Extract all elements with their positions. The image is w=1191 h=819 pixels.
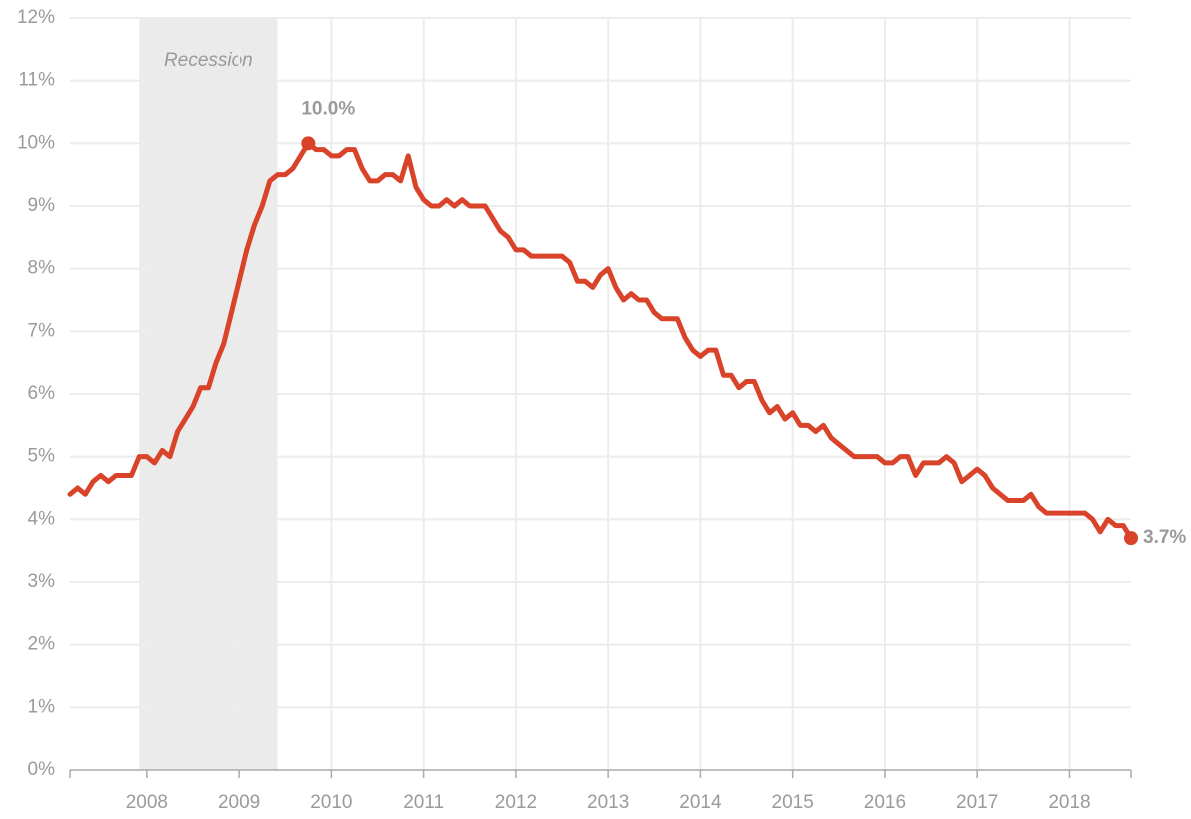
- y-tick-label: 7%: [28, 320, 56, 341]
- y-tick-label: 9%: [28, 195, 56, 216]
- y-tick-label: 0%: [28, 759, 56, 780]
- y-tick-label: 1%: [28, 696, 56, 717]
- y-tick-label: 3%: [28, 571, 56, 592]
- x-tick-label: 2008: [126, 792, 168, 813]
- x-tick-label: 2013: [587, 792, 629, 813]
- y-tick-label: 10%: [17, 132, 55, 153]
- y-tick-label: 11%: [18, 70, 55, 91]
- x-tick-label: 2012: [495, 792, 537, 813]
- point-marker: [1124, 531, 1138, 546]
- x-tick-label: 2011: [403, 792, 444, 813]
- y-tick-label: 6%: [28, 383, 56, 404]
- point-marker: [301, 136, 316, 151]
- recession-label: Recession: [164, 50, 253, 71]
- x-tick-label: 2010: [310, 792, 352, 813]
- x-tick-label: 2018: [1048, 792, 1090, 813]
- x-tick-label: 2017: [956, 792, 998, 813]
- data-label: 3.7%: [1143, 527, 1186, 548]
- x-tick-label: 2009: [218, 792, 260, 813]
- y-tick-label: 12%: [17, 7, 55, 28]
- y-tick-label: 4%: [28, 508, 56, 529]
- x-tick-label: 2014: [679, 792, 722, 813]
- y-tick-label: 2%: [28, 634, 56, 655]
- x-tick-label: 2015: [772, 792, 814, 813]
- y-tick-label: 8%: [28, 258, 56, 279]
- data-label: 10.0%: [301, 98, 355, 119]
- x-tick-label: 2016: [864, 792, 906, 813]
- y-tick-label: 5%: [28, 446, 56, 467]
- line: [67, 140, 1134, 541]
